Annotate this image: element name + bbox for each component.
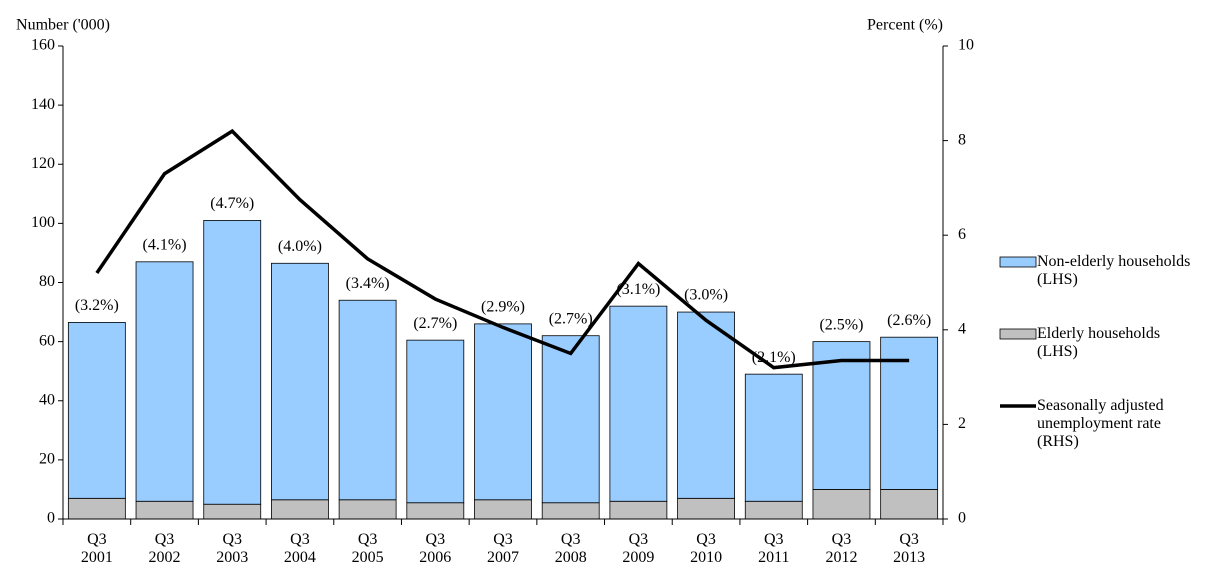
bar [812,489,871,520]
y2-tick-label: 6 [958,226,966,243]
bar [271,499,329,520]
y-axis-title: Number ('000) [16,17,110,34]
legend-swatch [999,256,1037,268]
y-tick-label: 40 [39,391,55,408]
x-tick-label: Q3 2001 [80,531,113,566]
bar-label: (3.4%) [346,275,390,292]
bar-label: (2.6%) [887,312,931,329]
x-tick-label: Q3 2010 [690,531,723,566]
legend-label: Non-elderly households (LHS) [1037,253,1191,288]
y2-tick-label: 2 [958,415,966,432]
y2-tick-label: 4 [958,320,966,337]
bar [474,499,532,520]
y-tick-label: 160 [31,37,55,54]
y-tick-label: 100 [31,214,55,231]
x-tick-label: Q3 2002 [148,531,181,566]
y2-tick-label: 10 [958,37,974,54]
bar [541,335,600,504]
bar [135,261,194,502]
legend-swatch [999,328,1037,340]
y2-tick-label: 8 [958,131,966,148]
y-tick-label: 80 [39,273,55,290]
x-tick-label: Q3 2005 [351,531,384,566]
bar-label: (2.5%) [819,316,863,333]
line-series [95,128,910,370]
bar-label: (3.1%) [616,281,660,298]
y-tick-label: 60 [39,332,55,349]
x-tick-label: Q3 2003 [216,531,249,566]
bar [474,323,532,501]
y-tick-label: 20 [39,451,55,468]
bar [135,500,194,520]
bar-label: (4.0%) [278,238,322,255]
x-tick-label: Q3 2007 [487,531,519,566]
x-tick-label: Q3 2009 [622,531,655,566]
x-tick-label: Q3 2008 [554,531,587,566]
bar [609,305,668,502]
bar [338,499,397,520]
bar-label: (2.9%) [481,299,525,316]
x-tick-label: Q3 2006 [419,531,452,566]
bar [67,322,126,499]
bar [609,500,668,520]
bar-label: (4.7%) [210,195,254,212]
x-tick-label: Q3 2013 [893,531,926,566]
bar [880,336,939,490]
bar [203,503,262,520]
bar-label: (2.7%) [413,315,457,332]
bar-label: (3.0%) [684,287,728,304]
x-tick-label: Q3 2004 [283,531,316,566]
x-tick-label: Q3 2011 [758,531,790,566]
bar-label: (2.7%) [549,310,593,327]
bar-label: (3.2%) [75,297,119,314]
bar [406,502,465,520]
y-tick-label: 120 [31,155,55,172]
bar-label: (4.1%) [143,236,187,253]
bar [880,489,939,520]
bar [338,299,397,501]
bar [541,502,600,520]
bar [203,220,262,505]
bar [744,373,803,502]
y2-tick-label: 0 [958,510,966,527]
y-tick-label: 0 [47,510,55,527]
x-tick-label: Q3 2012 [825,531,858,566]
bar [812,341,871,490]
bar [67,497,126,520]
bar [406,339,465,504]
bar [744,500,803,520]
legend-label: Seasonally adjusted unemployment rate (R… [1037,397,1164,450]
y2-axis-title: Percent (%) [867,17,943,34]
bar [677,311,735,499]
legend-label: Elderly households (LHS) [1037,325,1161,360]
bar [677,497,735,520]
bar [271,262,329,501]
y-tick-label: 140 [31,96,55,113]
